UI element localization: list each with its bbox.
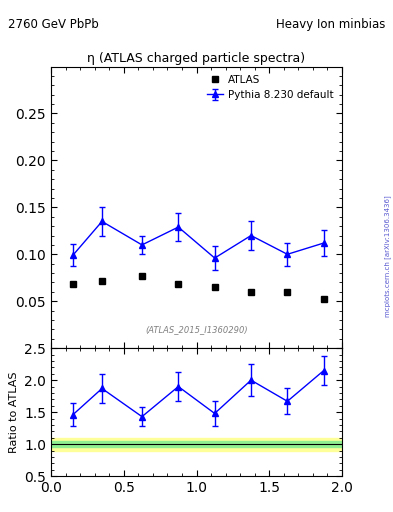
Text: 2760 GeV PbPb: 2760 GeV PbPb: [8, 18, 99, 31]
Line: ATLAS: ATLAS: [70, 273, 327, 302]
Text: Heavy Ion minbias: Heavy Ion minbias: [276, 18, 385, 31]
Text: mcplots.cern.ch [arXiv:1306.3436]: mcplots.cern.ch [arXiv:1306.3436]: [384, 195, 391, 317]
Legend: ATLAS, Pythia 8.230 default: ATLAS, Pythia 8.230 default: [204, 72, 337, 103]
ATLAS: [100, 278, 105, 284]
ATLAS: [176, 281, 181, 287]
Bar: [51, 438, 342, 451]
ATLAS: [321, 296, 326, 303]
Bar: [51, 441, 342, 447]
Text: (ATLAS_2015_I1360290): (ATLAS_2015_I1360290): [145, 325, 248, 334]
ATLAS: [71, 281, 75, 287]
ATLAS: [140, 273, 144, 279]
ATLAS: [285, 289, 290, 295]
Y-axis label: Ratio to ATLAS: Ratio to ATLAS: [9, 371, 19, 453]
ATLAS: [212, 284, 217, 290]
ATLAS: [249, 289, 253, 295]
Title: η (ATLAS charged particle spectra): η (ATLAS charged particle spectra): [87, 52, 306, 66]
